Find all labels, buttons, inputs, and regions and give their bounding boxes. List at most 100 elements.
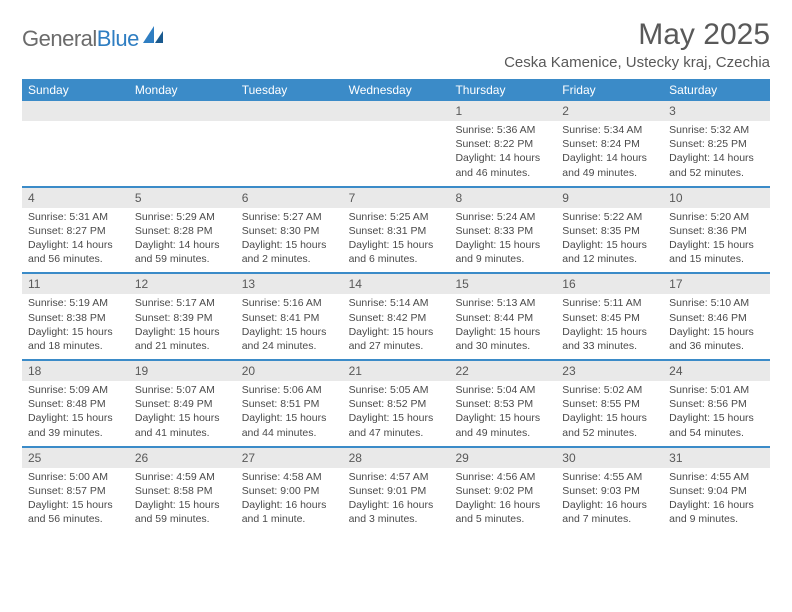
day-detail-cell: Sunrise: 5:20 AMSunset: 8:36 PMDaylight:…: [663, 208, 770, 273]
sunset-text: Sunset: 8:55 PM: [562, 397, 657, 411]
day-detail-cell: Sunrise: 5:09 AMSunset: 8:48 PMDaylight:…: [22, 381, 129, 446]
day-number-cell: 19: [129, 361, 236, 381]
sunrise-text: Sunrise: 5:09 AM: [28, 383, 123, 397]
sunrise-text: Sunrise: 5:16 AM: [242, 296, 337, 310]
daylight-text: Daylight: 15 hours and 56 minutes.: [28, 498, 123, 526]
sunset-text: Sunset: 8:35 PM: [562, 224, 657, 238]
sunset-text: Sunset: 9:03 PM: [562, 484, 657, 498]
daylight-text: Daylight: 15 hours and 24 minutes.: [242, 325, 337, 353]
sunset-text: Sunset: 8:52 PM: [349, 397, 444, 411]
daylight-text: Daylight: 15 hours and 39 minutes.: [28, 411, 123, 439]
day-detail-cell: Sunrise: 5:01 AMSunset: 8:56 PMDaylight:…: [663, 381, 770, 446]
day-number-cell: 20: [236, 361, 343, 381]
sunrise-text: Sunrise: 5:24 AM: [455, 210, 550, 224]
sunset-text: Sunset: 8:39 PM: [135, 311, 230, 325]
sunrise-text: Sunrise: 5:01 AM: [669, 383, 764, 397]
sunset-text: Sunset: 8:24 PM: [562, 137, 657, 151]
brand-part2: Blue: [97, 26, 139, 51]
day-number-row: 45678910: [22, 188, 770, 208]
day-of-week-header: Sunday Monday Tuesday Wednesday Thursday…: [22, 79, 770, 101]
sunrise-text: Sunrise: 5:10 AM: [669, 296, 764, 310]
day-detail-cell: Sunrise: 5:17 AMSunset: 8:39 PMDaylight:…: [129, 294, 236, 359]
day-number-cell: 27: [236, 448, 343, 468]
daylight-text: Daylight: 15 hours and 27 minutes.: [349, 325, 444, 353]
calendar-page: GeneralBlue May 2025 Ceska Kamenice, Ust…: [0, 0, 792, 532]
daylight-text: Daylight: 15 hours and 12 minutes.: [562, 238, 657, 266]
sunset-text: Sunset: 8:25 PM: [669, 137, 764, 151]
sunset-text: Sunset: 8:45 PM: [562, 311, 657, 325]
day-number-cell: [129, 101, 236, 121]
sunrise-text: Sunrise: 4:58 AM: [242, 470, 337, 484]
sunrise-text: Sunrise: 5:20 AM: [669, 210, 764, 224]
day-detail-cell: Sunrise: 5:13 AMSunset: 8:44 PMDaylight:…: [449, 294, 556, 359]
day-number-row: 123: [22, 101, 770, 121]
sunrise-text: Sunrise: 5:32 AM: [669, 123, 764, 137]
daylight-text: Daylight: 15 hours and 59 minutes.: [135, 498, 230, 526]
day-number-cell: 1: [449, 101, 556, 121]
sunset-text: Sunset: 9:04 PM: [669, 484, 764, 498]
sunrise-text: Sunrise: 5:05 AM: [349, 383, 444, 397]
day-number-row: 18192021222324: [22, 361, 770, 381]
sunrise-text: Sunrise: 5:06 AM: [242, 383, 337, 397]
sunset-text: Sunset: 8:49 PM: [135, 397, 230, 411]
day-detail-cell: Sunrise: 5:27 AMSunset: 8:30 PMDaylight:…: [236, 208, 343, 273]
day-number-cell: 6: [236, 188, 343, 208]
day-number-cell: 14: [343, 274, 450, 294]
sunrise-text: Sunrise: 5:17 AM: [135, 296, 230, 310]
daylight-text: Daylight: 15 hours and 41 minutes.: [135, 411, 230, 439]
daylight-text: Daylight: 15 hours and 18 minutes.: [28, 325, 123, 353]
day-detail-cell: Sunrise: 5:14 AMSunset: 8:42 PMDaylight:…: [343, 294, 450, 359]
brand-logo: GeneralBlue: [22, 18, 165, 52]
day-detail-cell: Sunrise: 5:25 AMSunset: 8:31 PMDaylight:…: [343, 208, 450, 273]
sunrise-text: Sunrise: 5:19 AM: [28, 296, 123, 310]
daylight-text: Daylight: 15 hours and 52 minutes.: [562, 411, 657, 439]
sunrise-text: Sunrise: 5:14 AM: [349, 296, 444, 310]
daylight-text: Daylight: 16 hours and 7 minutes.: [562, 498, 657, 526]
daylight-text: Daylight: 15 hours and 49 minutes.: [455, 411, 550, 439]
day-detail-cell: Sunrise: 5:07 AMSunset: 8:49 PMDaylight:…: [129, 381, 236, 446]
sunset-text: Sunset: 8:57 PM: [28, 484, 123, 498]
sunset-text: Sunset: 8:36 PM: [669, 224, 764, 238]
daylight-text: Daylight: 15 hours and 6 minutes.: [349, 238, 444, 266]
sunset-text: Sunset: 8:53 PM: [455, 397, 550, 411]
day-number-row: 11121314151617: [22, 274, 770, 294]
day-detail-cell: [22, 121, 129, 186]
brand-sail-icon: [143, 26, 165, 49]
day-number-cell: 9: [556, 188, 663, 208]
day-detail-cell: Sunrise: 5:32 AMSunset: 8:25 PMDaylight:…: [663, 121, 770, 186]
day-detail-cell: Sunrise: 5:29 AMSunset: 8:28 PMDaylight:…: [129, 208, 236, 273]
sunset-text: Sunset: 8:56 PM: [669, 397, 764, 411]
daylight-text: Daylight: 15 hours and 44 minutes.: [242, 411, 337, 439]
day-number-cell: 11: [22, 274, 129, 294]
day-detail-cell: [129, 121, 236, 186]
day-detail-cell: Sunrise: 5:04 AMSunset: 8:53 PMDaylight:…: [449, 381, 556, 446]
day-number-cell: 15: [449, 274, 556, 294]
day-detail-cell: [236, 121, 343, 186]
day-number-cell: 10: [663, 188, 770, 208]
daylight-text: Daylight: 16 hours and 3 minutes.: [349, 498, 444, 526]
sunrise-text: Sunrise: 5:13 AM: [455, 296, 550, 310]
daylight-text: Daylight: 16 hours and 1 minute.: [242, 498, 337, 526]
weeks-container: 123Sunrise: 5:36 AMSunset: 8:22 PMDaylig…: [22, 101, 770, 532]
month-title: May 2025: [504, 18, 770, 52]
dow-tuesday: Tuesday: [236, 79, 343, 101]
daylight-text: Daylight: 15 hours and 33 minutes.: [562, 325, 657, 353]
sunrise-text: Sunrise: 5:31 AM: [28, 210, 123, 224]
day-detail-cell: Sunrise: 5:36 AMSunset: 8:22 PMDaylight:…: [449, 121, 556, 186]
daylight-text: Daylight: 15 hours and 2 minutes.: [242, 238, 337, 266]
day-detail-cell: Sunrise: 4:55 AMSunset: 9:03 PMDaylight:…: [556, 468, 663, 533]
day-detail-cell: Sunrise: 5:02 AMSunset: 8:55 PMDaylight:…: [556, 381, 663, 446]
sunset-text: Sunset: 8:51 PM: [242, 397, 337, 411]
day-detail-cell: Sunrise: 5:16 AMSunset: 8:41 PMDaylight:…: [236, 294, 343, 359]
daylight-text: Daylight: 14 hours and 59 minutes.: [135, 238, 230, 266]
day-detail-cell: Sunrise: 5:06 AMSunset: 8:51 PMDaylight:…: [236, 381, 343, 446]
day-number-cell: 23: [556, 361, 663, 381]
daylight-text: Daylight: 14 hours and 56 minutes.: [28, 238, 123, 266]
sunset-text: Sunset: 8:28 PM: [135, 224, 230, 238]
sunrise-text: Sunrise: 5:27 AM: [242, 210, 337, 224]
sunrise-text: Sunrise: 4:56 AM: [455, 470, 550, 484]
daylight-text: Daylight: 15 hours and 15 minutes.: [669, 238, 764, 266]
sunrise-text: Sunrise: 5:25 AM: [349, 210, 444, 224]
day-number-cell: 31: [663, 448, 770, 468]
sunrise-text: Sunrise: 5:04 AM: [455, 383, 550, 397]
